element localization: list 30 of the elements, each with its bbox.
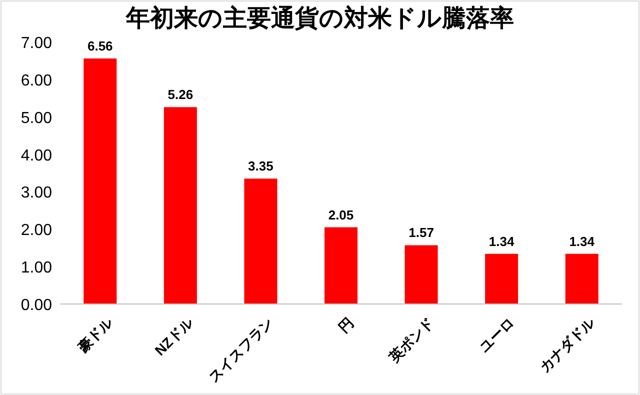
x-tick-label: カナダドル [536, 313, 598, 375]
y-tick-label: 4.00 [20, 147, 52, 164]
x-tick-label: NZドル [152, 313, 197, 358]
y-tick-label: 3.00 [20, 184, 52, 202]
data-label: 1.34 [569, 234, 596, 249]
data-label: 5.26 [168, 87, 194, 102]
bar [565, 254, 598, 304]
bar [485, 254, 518, 304]
bar [164, 107, 197, 304]
data-label: 1.57 [408, 225, 434, 240]
data-label: 3.35 [248, 158, 274, 174]
bar [404, 245, 438, 304]
data-label: 6.56 [87, 38, 113, 54]
chart-title: 年初来の主要通貨の対米ドル騰落率 [125, 4, 514, 32]
x-tick-label: 円 [335, 314, 356, 336]
x-tick-label: 英ポンド [385, 314, 437, 366]
x-tick-label: スイスフラン [205, 314, 276, 385]
y-tick-label: 6.00 [20, 72, 52, 90]
x-tick-label: 豪ドル [74, 313, 116, 356]
x-tick-label: ユーロ [476, 314, 518, 356]
y-tick-label: 0.00 [20, 297, 52, 314]
bar [324, 227, 358, 304]
y-tick-label: 1.00 [20, 260, 52, 277]
bar [84, 58, 117, 304]
y-tick-label: 5.00 [20, 110, 52, 127]
data-label: 1.34 [488, 234, 515, 249]
data-label: 2.05 [328, 207, 354, 222]
y-tick-label: 7.00 [20, 35, 52, 52]
bar [244, 178, 278, 304]
y-tick-label: 2.00 [20, 222, 52, 240]
